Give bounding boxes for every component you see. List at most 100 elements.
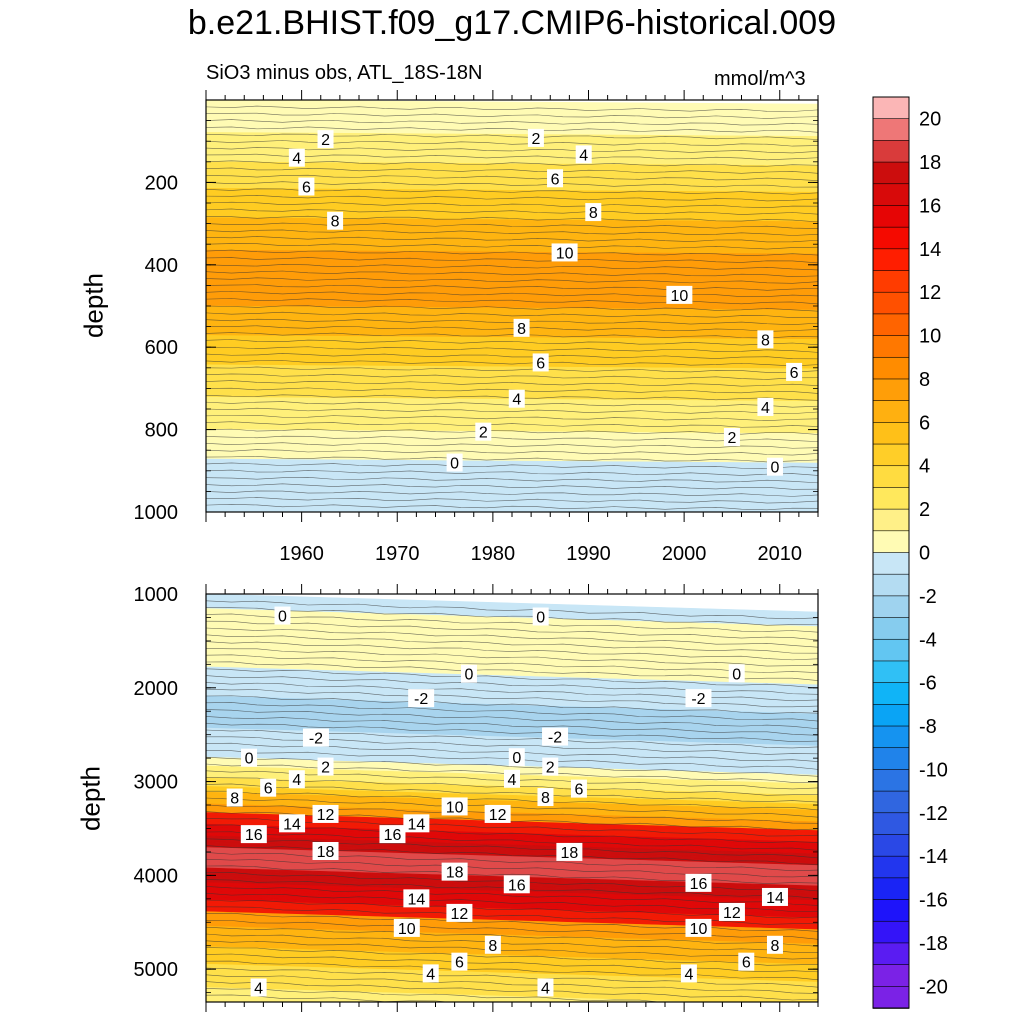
xtick-label: 1990: [566, 543, 611, 565]
contour-band: [206, 187, 818, 196]
colorbar-label: 14: [919, 239, 941, 261]
colorbar-box: [872, 812, 910, 836]
contour-line: [206, 912, 818, 932]
contour-line: [206, 222, 818, 229]
ytick-label: 600: [145, 337, 178, 359]
contour-band: [206, 267, 818, 275]
contour-label: 2: [479, 425, 488, 442]
contour-line: [206, 332, 818, 339]
contour-band: [206, 651, 818, 674]
contour-line: [206, 600, 818, 620]
contour-label: 10: [446, 799, 464, 816]
contour-label: 18: [317, 844, 335, 861]
colorbar-box: [872, 986, 910, 1009]
contour-band: [206, 663, 818, 686]
contour-band: [206, 223, 818, 231]
contour-label-box: [513, 318, 530, 337]
contour-line: [206, 824, 818, 843]
colorbar-box: [872, 552, 910, 575]
colorbar-box: [872, 205, 910, 228]
contour-line: [206, 906, 818, 925]
colorbar-label: -12: [919, 803, 948, 825]
contour-label-box: [451, 952, 468, 971]
contour-band: [206, 264, 818, 273]
contour-band: [206, 721, 818, 744]
contour-label-box: [551, 243, 578, 262]
colorbar-box: [872, 790, 910, 814]
contour-band: [206, 100, 818, 108]
contour-band: [206, 669, 818, 691]
contour-band: [206, 812, 818, 834]
contour-line: [206, 133, 818, 140]
contour-band: [206, 258, 818, 267]
colorbar-label: 0: [919, 543, 930, 565]
contour-label-box: [393, 918, 420, 937]
colorbar-box: [872, 226, 910, 250]
contour-label-box: [403, 889, 430, 908]
contour-band: [206, 161, 818, 170]
contour-line: [206, 756, 818, 777]
contour-label: 6: [302, 180, 311, 197]
contour-label: 18: [446, 865, 464, 882]
contour-label-box: [317, 130, 334, 149]
contour-band: [206, 323, 818, 331]
contour-band: [206, 226, 818, 234]
contour-label: 4: [761, 400, 770, 417]
contour-band: [206, 202, 818, 211]
contour-line: [206, 967, 818, 988]
contour-line: [206, 414, 818, 422]
colorbar-box: [872, 291, 910, 315]
contour-band: [206, 140, 818, 149]
contour-band: [206, 185, 818, 193]
contour-band: [206, 608, 818, 630]
colorbar-box: [872, 769, 910, 792]
contour-label-box: [250, 978, 267, 997]
contour-band: [206, 282, 818, 290]
colorbar-box: [872, 487, 910, 510]
contour-band: [206, 940, 818, 963]
colorbar-label: -8: [919, 716, 937, 738]
contour-line: [206, 497, 818, 504]
contour-line: [206, 641, 818, 661]
contour-band: [206, 631, 818, 654]
colorbar-frame: [872, 96, 910, 1009]
contour-label-box: [240, 825, 267, 844]
colorbar: 20181614121086420-2-4-6-8-10-12-14-16-18…: [872, 96, 948, 1009]
colorbar-label: -20: [919, 976, 948, 998]
contour-line: [206, 953, 818, 973]
contour-band: [206, 376, 818, 384]
contour-band: [206, 978, 818, 1000]
contour-line: [206, 174, 818, 182]
contour-band: [206, 238, 818, 246]
contour-line: [206, 380, 818, 387]
ytick-label: 400: [145, 255, 178, 277]
contour-band: [206, 984, 811, 1002]
contour-line: [206, 442, 818, 449]
contour-label: 4: [508, 772, 517, 789]
xtick-label: 1980: [471, 543, 516, 565]
contour-label: 10: [670, 288, 688, 305]
contour-band: [206, 293, 818, 302]
contour-band: [206, 411, 818, 420]
colorbar-box: [872, 573, 910, 597]
contour-band: [206, 449, 818, 458]
contour-line: [206, 654, 818, 673]
contour-band: [206, 146, 818, 155]
contour-line: [206, 373, 818, 380]
contour-line: [206, 852, 818, 872]
contour-line: [206, 346, 818, 353]
contour-band: [206, 972, 818, 995]
contour-label-box: [532, 607, 549, 626]
contour-label: 8: [331, 214, 340, 231]
contour-line: [206, 462, 818, 469]
colorbar-label: -10: [919, 759, 948, 781]
contour-label-box: [738, 952, 755, 971]
contour-band: [206, 123, 818, 131]
contour-band: [206, 719, 818, 741]
contour-band: [206, 155, 818, 164]
contour-line: [206, 627, 818, 648]
contour-label: 6: [455, 955, 464, 972]
contour-label: 8: [589, 205, 598, 222]
contour-band: [206, 724, 818, 747]
colorbar-box: [872, 96, 910, 120]
